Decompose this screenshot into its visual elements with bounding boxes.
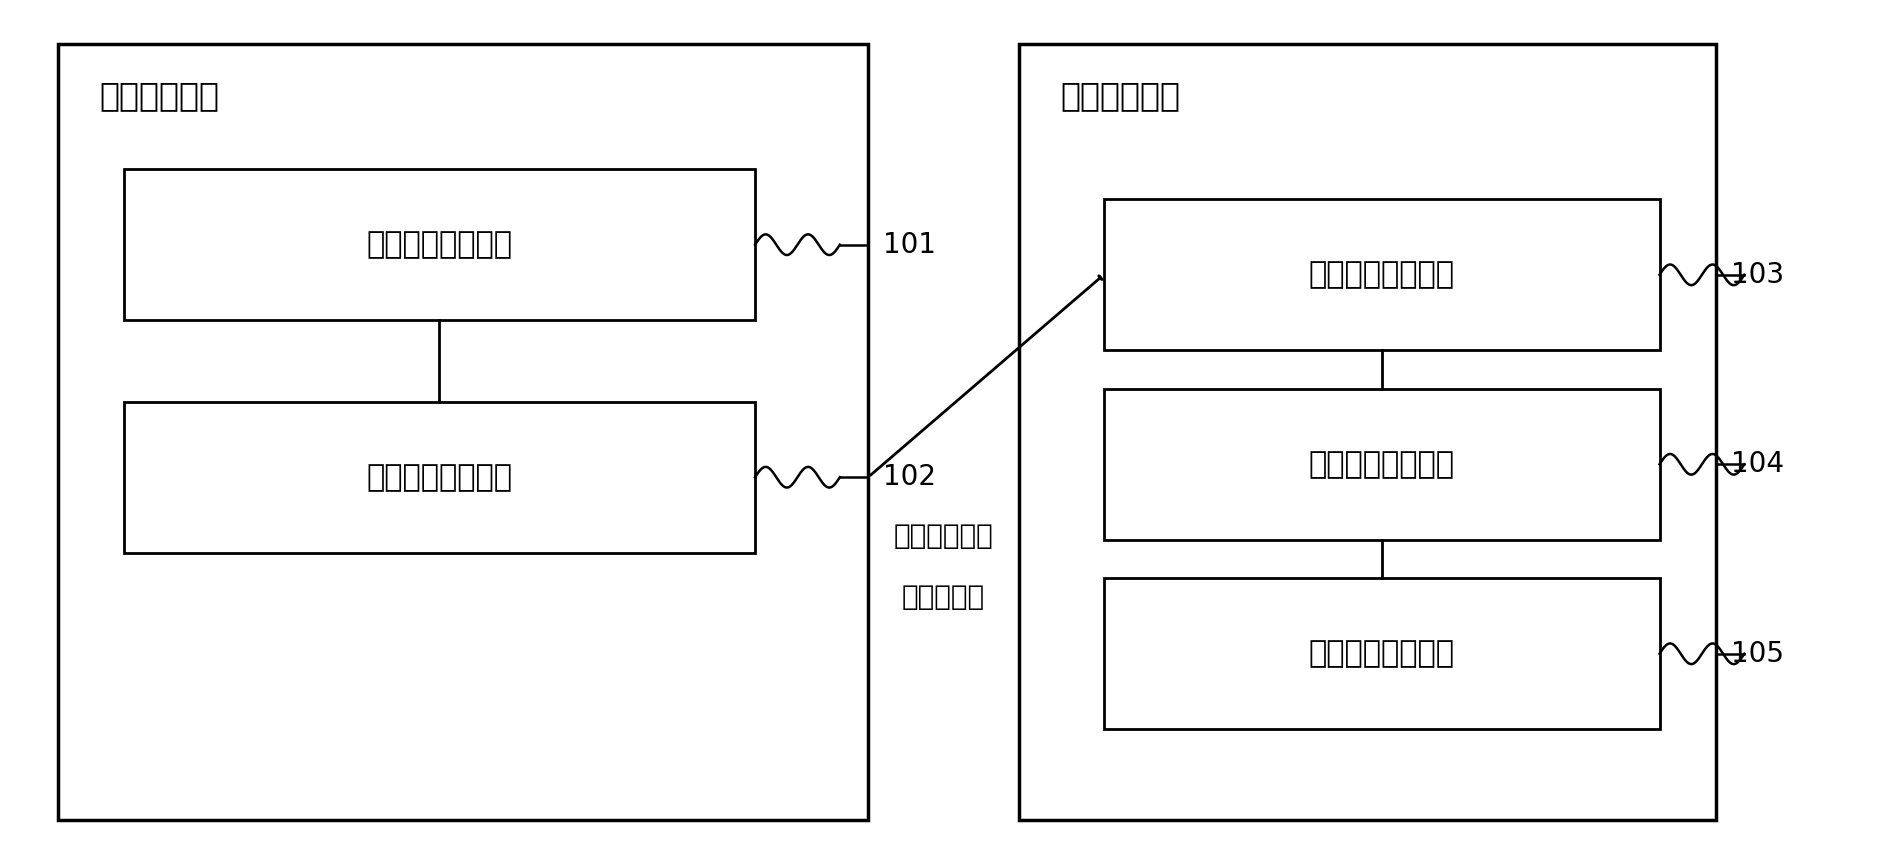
Text: 第一串并转换: 第一串并转换 <box>894 523 993 550</box>
Text: 103: 103 <box>1730 261 1785 289</box>
Text: 第二互联芯片: 第二互联芯片 <box>1060 79 1181 112</box>
Text: 第一误码统计模块: 第一误码统计模块 <box>1308 639 1455 668</box>
Text: 第一数据校验模块: 第一数据校验模块 <box>1308 450 1455 479</box>
Bar <box>125 402 755 553</box>
Text: 第一发送处理模块: 第一发送处理模块 <box>366 463 513 492</box>
Text: 第一互联芯片: 第一互联芯片 <box>100 79 219 112</box>
Text: 收发器链路: 收发器链路 <box>902 582 985 611</box>
Bar <box>1104 578 1659 729</box>
Bar <box>1104 200 1659 350</box>
Bar <box>125 169 755 320</box>
Bar <box>1104 389 1659 540</box>
Text: 102: 102 <box>883 463 936 492</box>
Text: 104: 104 <box>1730 450 1783 479</box>
Text: 第一数据发送模块: 第一数据发送模块 <box>366 230 513 259</box>
Text: 101: 101 <box>883 231 936 258</box>
Text: 第一接收处理模块: 第一接收处理模块 <box>1308 260 1455 289</box>
Text: 105: 105 <box>1730 639 1783 668</box>
Bar <box>1019 44 1715 820</box>
Bar <box>58 44 868 820</box>
